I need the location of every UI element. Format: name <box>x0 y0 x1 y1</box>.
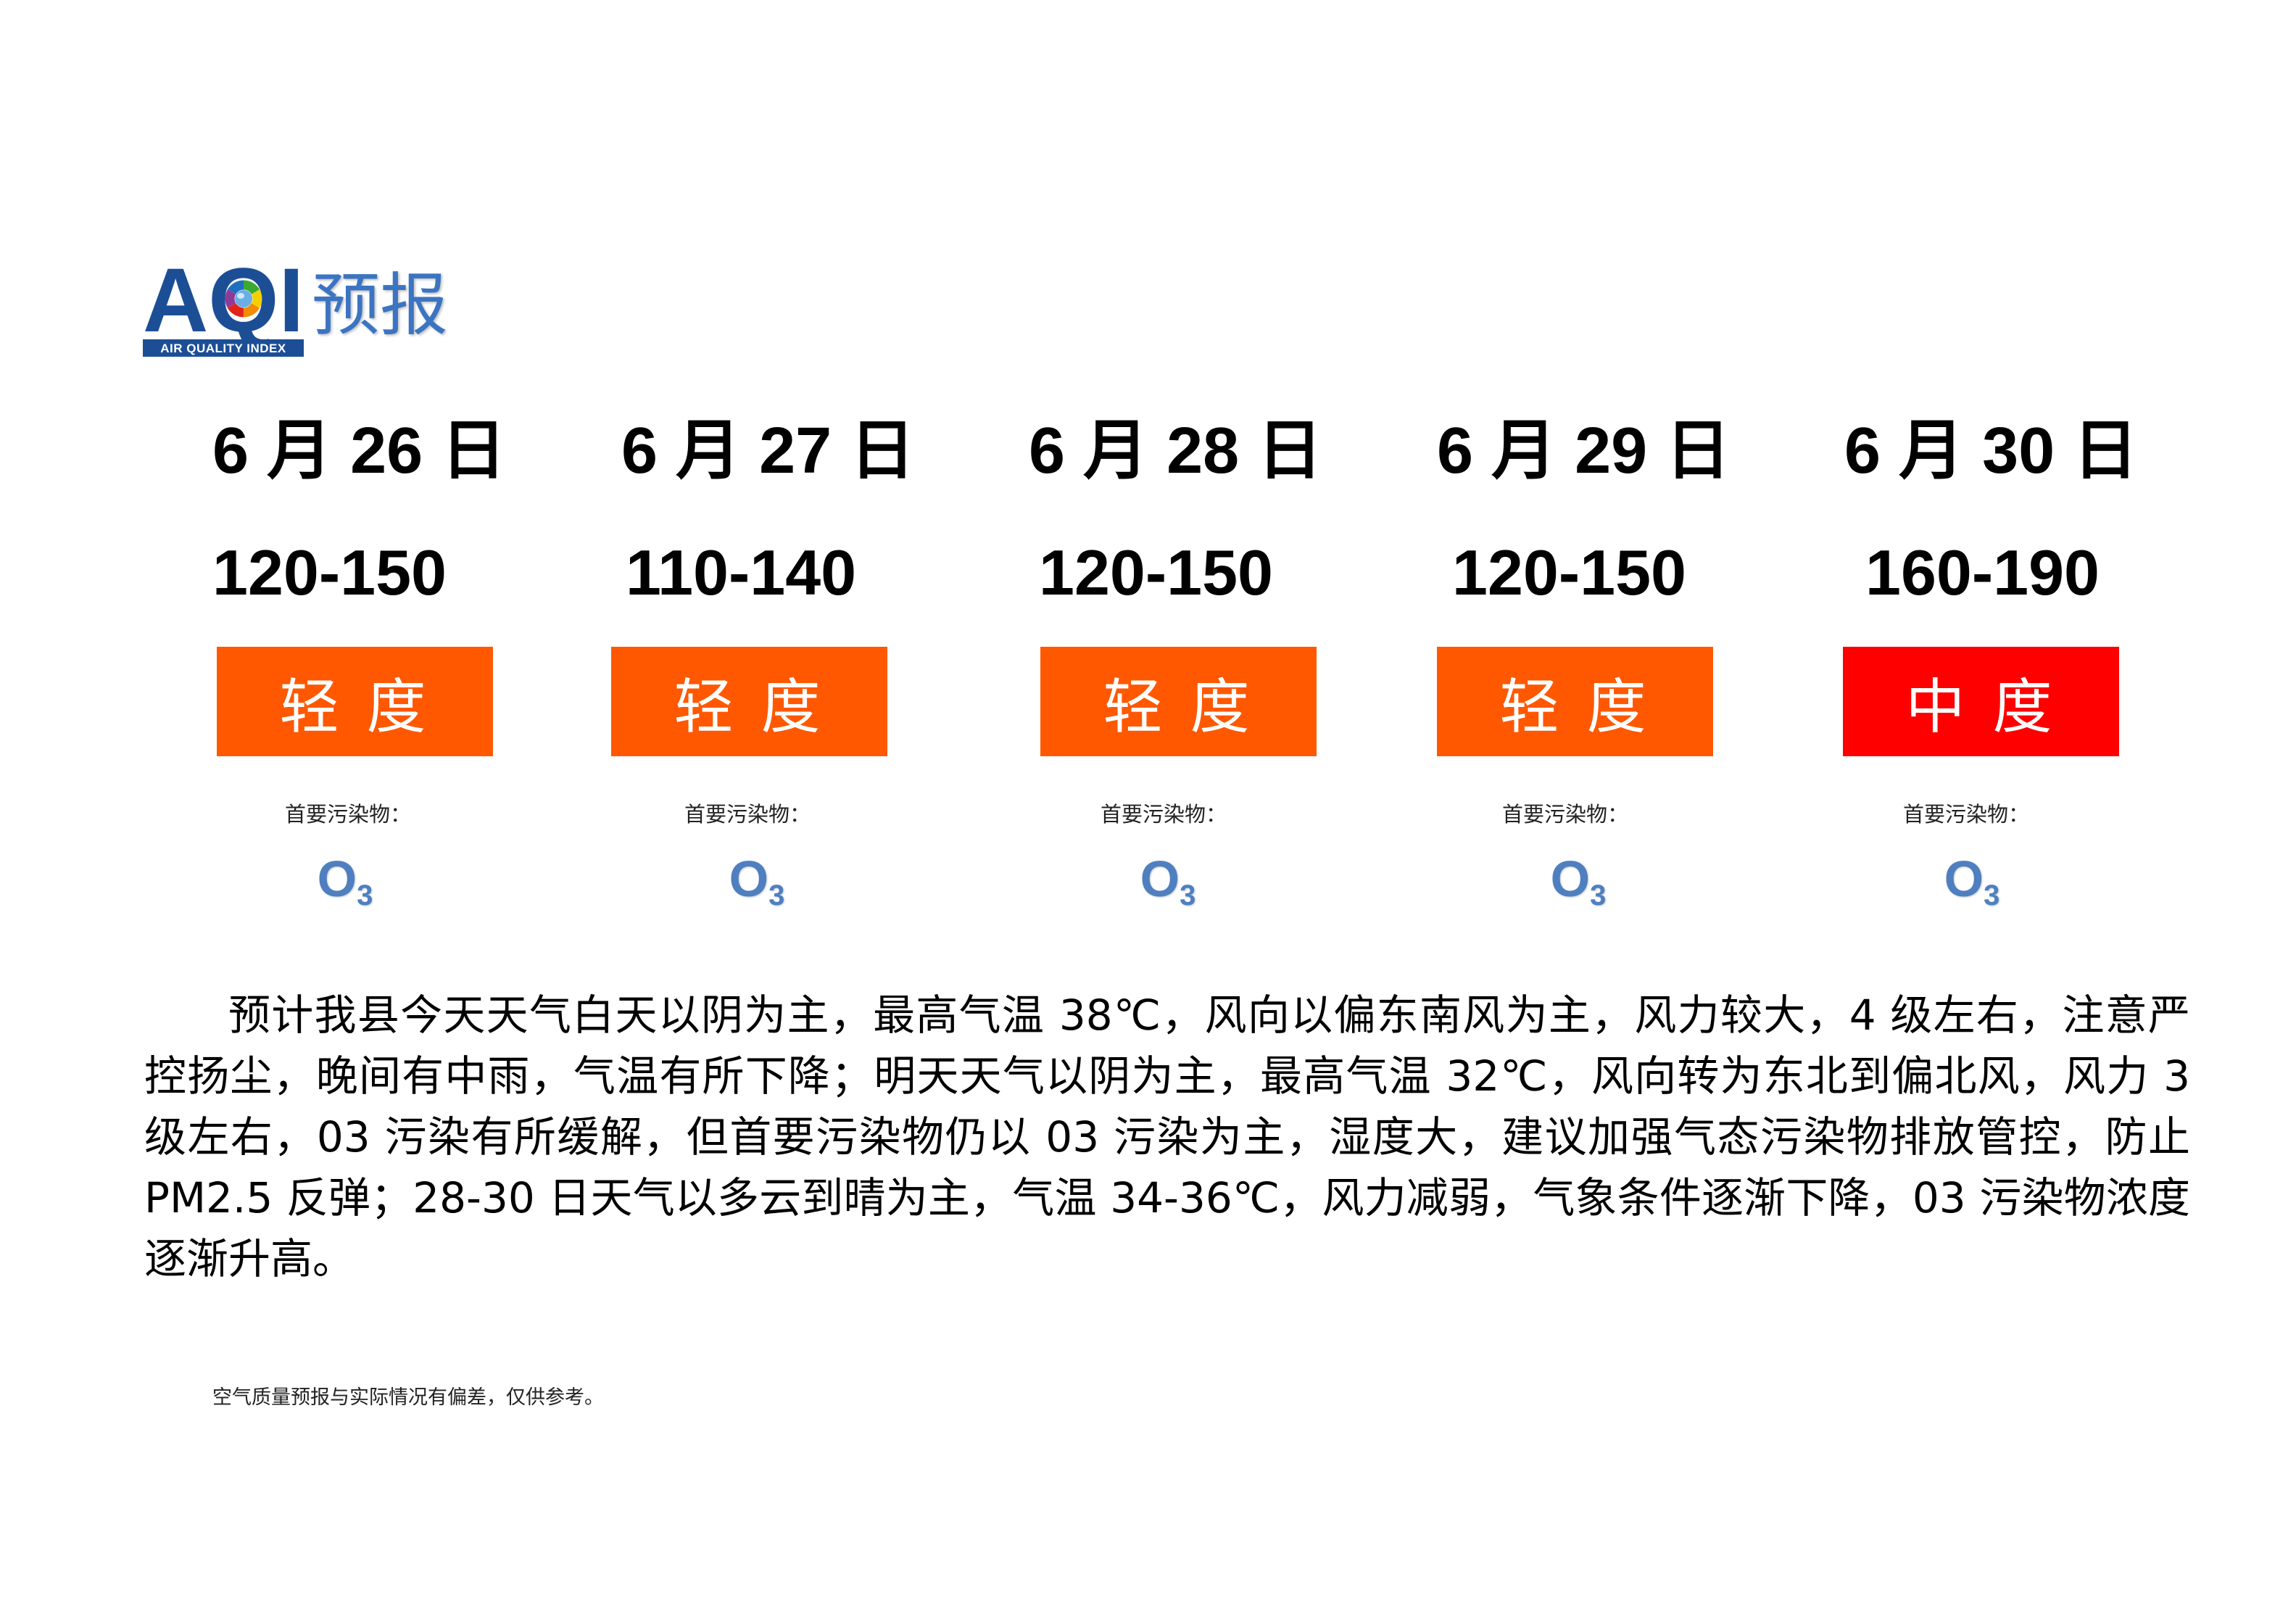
day-date: 6 月 28 日 <box>1029 415 1323 487</box>
primary-pollutant-label: 首要污染物： <box>284 802 411 827</box>
primary-pollutant: O3 <box>1441 848 1716 911</box>
day-date: 6 月 27 日 <box>621 415 916 487</box>
wheel-segment-blue <box>225 280 262 318</box>
pollutant-symbol: O <box>1550 851 1591 907</box>
aqi-tagline: AIR QUALITY INDEX <box>160 342 286 355</box>
aqi-color-wheel-icon <box>225 280 262 318</box>
globe-icon <box>235 290 252 307</box>
pollutant-symbol: O <box>1944 851 1984 907</box>
pollutant-symbol: O <box>317 851 357 907</box>
pollutant-subscript: 3 <box>768 880 785 911</box>
day-date: 6 月 30 日 <box>1844 415 2139 487</box>
aqi-range: 120-150 <box>1039 537 1273 608</box>
primary-pollutant-label: 首要污染物： <box>684 802 811 827</box>
aqi-range: 110-140 <box>626 537 857 608</box>
wheel-segment-yellow <box>225 280 262 318</box>
wheel-segment-orange <box>225 280 262 318</box>
pollutant-subscript: 3 <box>1590 880 1607 911</box>
day-date: 6 月 26 日 <box>212 415 507 487</box>
pollution-level-badge: 轻 度 <box>1437 647 1713 756</box>
aqi-logo: AQI AIR QUALITY INDEX <box>143 262 304 357</box>
primary-pollutant-label: 首要污染物： <box>1501 802 1628 827</box>
day-date: 6 月 29 日 <box>1437 415 1731 487</box>
primary-pollutant: O3 <box>1834 848 2110 911</box>
pollutant-subscript: 3 <box>1984 880 2000 911</box>
pollutant-symbol: O <box>729 851 769 907</box>
page-title: 预报 <box>312 266 449 345</box>
disclaimer-note: 空气质量预报与实际情况有偏差，仅供参考。 <box>212 1386 604 1409</box>
globe-highlight <box>237 293 244 299</box>
pollution-level-badge: 轻 度 <box>217 647 493 756</box>
aqi-tagline-bar <box>143 339 304 357</box>
aqi-range: 120-150 <box>212 537 447 608</box>
aqi-logo-letters: AQI <box>143 262 304 351</box>
primary-pollutant: O3 <box>1030 848 1306 911</box>
forecast-description: 预计我县今天天气白天以阴为主，最高气温 38℃，风向以偏东南风为主，风力较大，4… <box>144 990 2190 1283</box>
pollutant-symbol: O <box>1140 851 1180 907</box>
pollution-level-badge: 轻 度 <box>611 647 887 756</box>
pollution-level-badge: 中 度 <box>1843 647 2119 756</box>
aqi-range: 160-190 <box>1865 537 2100 608</box>
wheel-segment-purple <box>225 280 262 318</box>
pollutant-subscript: 3 <box>357 880 373 911</box>
primary-pollutant: O3 <box>207 848 483 911</box>
pollution-level-badge: 轻 度 <box>1040 647 1317 756</box>
primary-pollutant-label: 首要污染物： <box>1902 802 2029 827</box>
pollutant-subscript: 3 <box>1180 880 1196 911</box>
primary-pollutant-label: 首要污染物： <box>1100 802 1227 827</box>
aqi-range: 120-150 <box>1452 537 1686 608</box>
primary-pollutant: O3 <box>619 848 895 911</box>
